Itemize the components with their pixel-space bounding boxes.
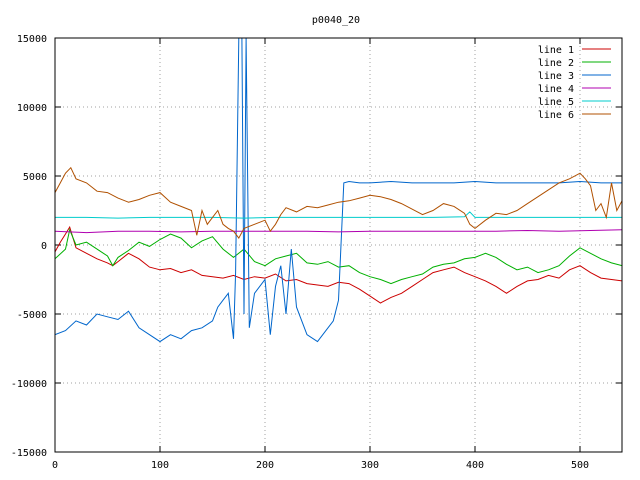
series-line-3 xyxy=(55,38,622,343)
grid-lines xyxy=(55,38,622,452)
series-line-4 xyxy=(55,229,622,234)
x-tick-label: 100 xyxy=(151,460,169,471)
legend-label-1: line 1 xyxy=(538,45,574,56)
series-lines xyxy=(55,38,622,343)
y-tick-label: 15000 xyxy=(17,34,47,45)
legend-label-5: line 5 xyxy=(538,97,574,108)
legend-label-3: line 3 xyxy=(538,71,574,82)
x-tick-label: 500 xyxy=(571,460,589,471)
y-tick-label: -10000 xyxy=(11,379,47,390)
legend: line 1 line 2 line 3 line 4 line 5 line 6 xyxy=(538,45,611,121)
series-line-1 xyxy=(55,225,622,304)
x-tick-label: 0 xyxy=(52,460,58,471)
legend-label-4: line 4 xyxy=(538,84,574,95)
series-line-5 xyxy=(55,211,622,219)
axis-ticks: 0 100 200 300 400 500 -15000 -10000 -5000 0 5000 10… xyxy=(11,34,622,471)
y-tick-label: 5000 xyxy=(23,172,47,183)
y-tick-label: 10000 xyxy=(17,103,47,114)
y-tick-label: -15000 xyxy=(11,448,47,459)
x-tick-label: 300 xyxy=(361,460,379,471)
y-tick-label: 0 xyxy=(41,241,47,252)
x-tick-label: 400 xyxy=(466,460,484,471)
legend-label-6: line 6 xyxy=(538,110,574,121)
x-tick-label: 200 xyxy=(256,460,274,471)
y-tick-label: -5000 xyxy=(17,310,47,321)
plot-frame xyxy=(54,37,623,453)
series-line-6 xyxy=(55,166,622,240)
chart-title: p0040_20 xyxy=(312,15,360,26)
series-line-2 xyxy=(55,228,622,285)
legend-label-2: line 2 xyxy=(538,58,574,69)
